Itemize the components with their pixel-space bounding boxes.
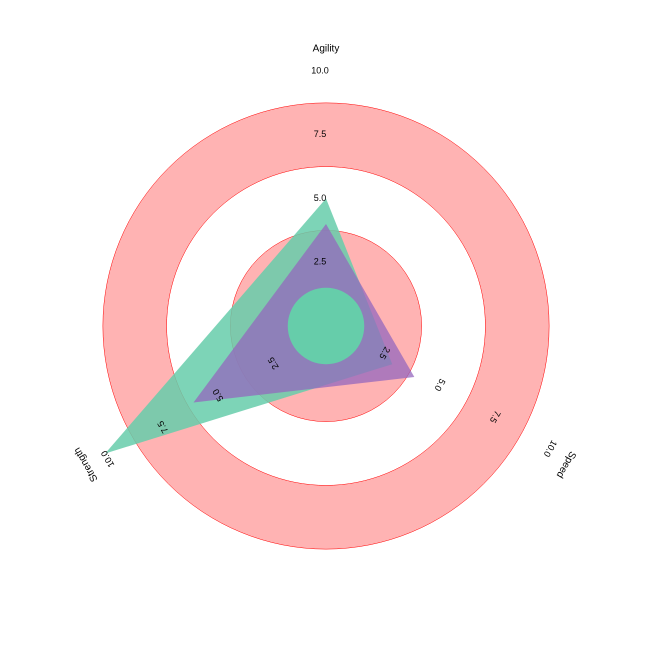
tick-label-group: 5.0 — [314, 193, 327, 203]
tick-label: 5.0 — [314, 193, 327, 203]
tick-label: 2.5 — [314, 257, 327, 267]
center-circle — [288, 288, 365, 365]
tick-label: 7.5 — [314, 129, 327, 139]
axis-label-group: Agility — [313, 44, 340, 55]
tick-label-group: 7.5 — [314, 129, 327, 139]
tick-label-group: 2.5 — [314, 257, 327, 267]
axis-label: Agility — [313, 44, 340, 55]
tick-label-group: 10.0 — [311, 65, 329, 75]
radar-chart: 2.55.07.510.02.55.07.510.02.55.07.510.0A… — [0, 0, 652, 652]
tick-label: 10.0 — [311, 65, 329, 75]
